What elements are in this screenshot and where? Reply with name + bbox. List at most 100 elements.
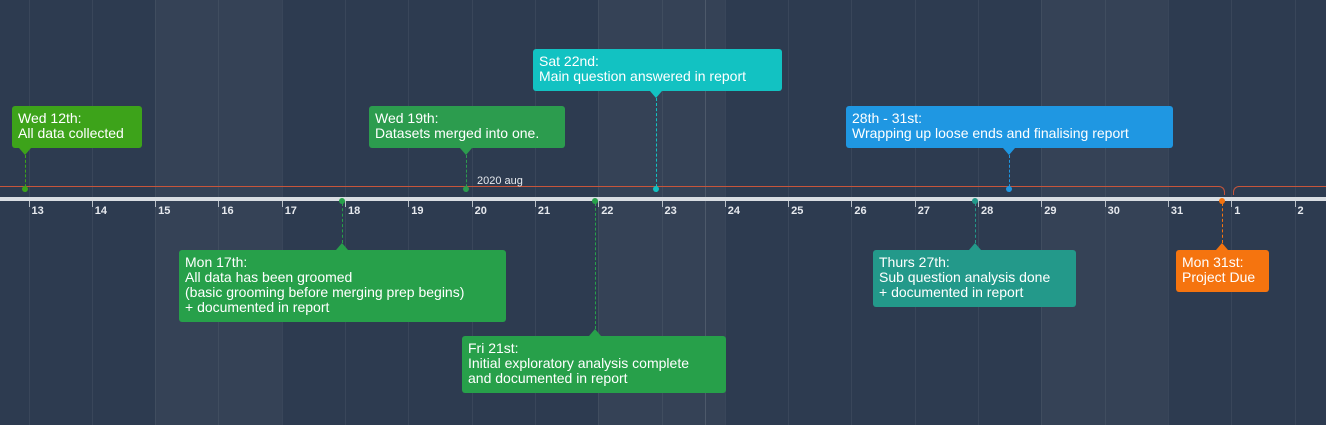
axis-tick [218, 201, 220, 207]
grid-line [408, 0, 410, 425]
tick-label: 17 [284, 205, 297, 217]
event-connector [466, 155, 467, 192]
event-description-line: Datasets merged into one. [375, 125, 540, 141]
event-card-r28_31[interactable]: 28th - 31st: Wrapping up loose ends and f… [846, 106, 1173, 148]
month-label: 2020 aug [477, 175, 523, 187]
event-connector [656, 98, 657, 192]
weekend-band [1041, 0, 1168, 425]
event-title: Mon 17th: [185, 254, 248, 270]
event-marker-dot[interactable] [463, 186, 469, 192]
grid-line [534, 0, 536, 425]
tick-label: 26 [854, 205, 867, 217]
event-description-line: Project Due [1182, 269, 1256, 285]
event-marker-dot[interactable] [1006, 186, 1012, 192]
axis-tick [661, 201, 663, 207]
event-marker-dot[interactable] [592, 198, 598, 204]
cursor-line [705, 0, 706, 425]
event-marker-dot[interactable] [653, 186, 659, 192]
axis-tick [345, 201, 346, 207]
axis-tick [724, 201, 726, 207]
event-card-mon31[interactable]: Mon 31st: Project Due [1176, 250, 1269, 292]
axis-tick [155, 201, 157, 207]
event-connector [975, 203, 976, 243]
axis-tick [598, 201, 600, 207]
event-description-line: All data collected [18, 125, 124, 141]
axis-tick [534, 201, 536, 207]
event-description-line: + documented in report [879, 284, 1024, 300]
event-marker-dot[interactable] [22, 186, 28, 192]
grid-line [1104, 0, 1106, 425]
event-pointer [1216, 243, 1228, 250]
grid-line [28, 0, 30, 425]
event-connector [25, 155, 26, 192]
grid-line [218, 0, 220, 425]
event-description-line: Sub question analysis done [879, 269, 1051, 285]
grid-line [1231, 0, 1233, 425]
event-card-fri21[interactable]: Fri 21st: Initial exploratory analysis co… [462, 336, 726, 393]
axis-tick [408, 201, 410, 207]
axis-tick [1294, 201, 1296, 207]
grid-line [345, 0, 346, 425]
grid-line [724, 0, 726, 425]
axis-tick [1167, 201, 1169, 207]
tick-label: 31 [1170, 205, 1184, 217]
tick-label: 23 [664, 205, 677, 217]
axis-tick [1231, 201, 1233, 207]
grid-line [1167, 0, 1169, 425]
grid-line [91, 0, 93, 425]
event-pointer [1003, 148, 1015, 155]
event-connector [595, 203, 596, 329]
event-card-thu27[interactable]: Thurs 27th: Sub question analysis done + d… [873, 250, 1076, 307]
event-description-line: and documented in report [468, 370, 628, 386]
event-description-line: All data has been groomed [185, 269, 353, 285]
axis-tick [91, 201, 93, 207]
event-marker-dot[interactable] [339, 198, 345, 204]
range-line-right [1240, 186, 1326, 187]
grid-line [598, 0, 600, 425]
axis-tick [281, 201, 283, 207]
event-pointer [460, 148, 472, 155]
tick-label: 19 [411, 205, 424, 217]
tick-label: 28 [981, 205, 994, 217]
event-description-line: + documented in report [185, 299, 330, 315]
range-cap-right [1233, 186, 1242, 195]
axis-tick [788, 201, 790, 207]
event-marker-dot[interactable] [1219, 198, 1225, 204]
timeline-axis [0, 197, 1326, 201]
range-line-left [0, 186, 1218, 187]
tick-label: 15 [158, 205, 171, 217]
event-card-mon17[interactable]: Mon 17th: All data has been groomed (basic… [179, 250, 506, 322]
grid-line [788, 0, 790, 425]
grid-line [155, 0, 157, 425]
grid-line [978, 0, 979, 425]
axis-tick [1041, 201, 1043, 207]
event-card-wed12[interactable]: Wed 12th: All data collected [12, 106, 142, 148]
event-connector [342, 203, 343, 243]
tick-label: 24 [727, 205, 741, 217]
event-connector [1222, 203, 1223, 243]
event-pointer [19, 148, 31, 155]
event-card-sat22[interactable]: Sat 22nd: Main question answered in repor… [533, 49, 782, 91]
weekend-band [155, 0, 282, 425]
event-marker-dot[interactable] [972, 198, 978, 204]
axis-tick [28, 201, 30, 207]
event-description-line: Wrapping up loose ends and finalising re… [852, 125, 1129, 141]
tick-label: 18 [348, 205, 361, 217]
axis-tick [851, 201, 853, 207]
event-title: 28th - 31st: [852, 110, 923, 126]
event-pointer [969, 243, 981, 250]
tick-label: 22 [601, 205, 614, 217]
tick-label: 27 [917, 205, 930, 217]
tick-label: 2 [1297, 205, 1304, 217]
event-pointer [650, 91, 662, 98]
grid-line [281, 0, 283, 425]
event-card-wed19[interactable]: Wed 19th: Datasets merged into one. [369, 106, 565, 148]
event-title: Wed 12th: [18, 110, 82, 126]
event-title: Mon 31st: [1182, 254, 1244, 270]
axis-tick [914, 201, 916, 207]
axis-tick [471, 201, 473, 207]
range-cap-left [1216, 186, 1225, 195]
tick-label: 20 [474, 205, 487, 217]
event-title: Wed 19th: [375, 110, 439, 126]
